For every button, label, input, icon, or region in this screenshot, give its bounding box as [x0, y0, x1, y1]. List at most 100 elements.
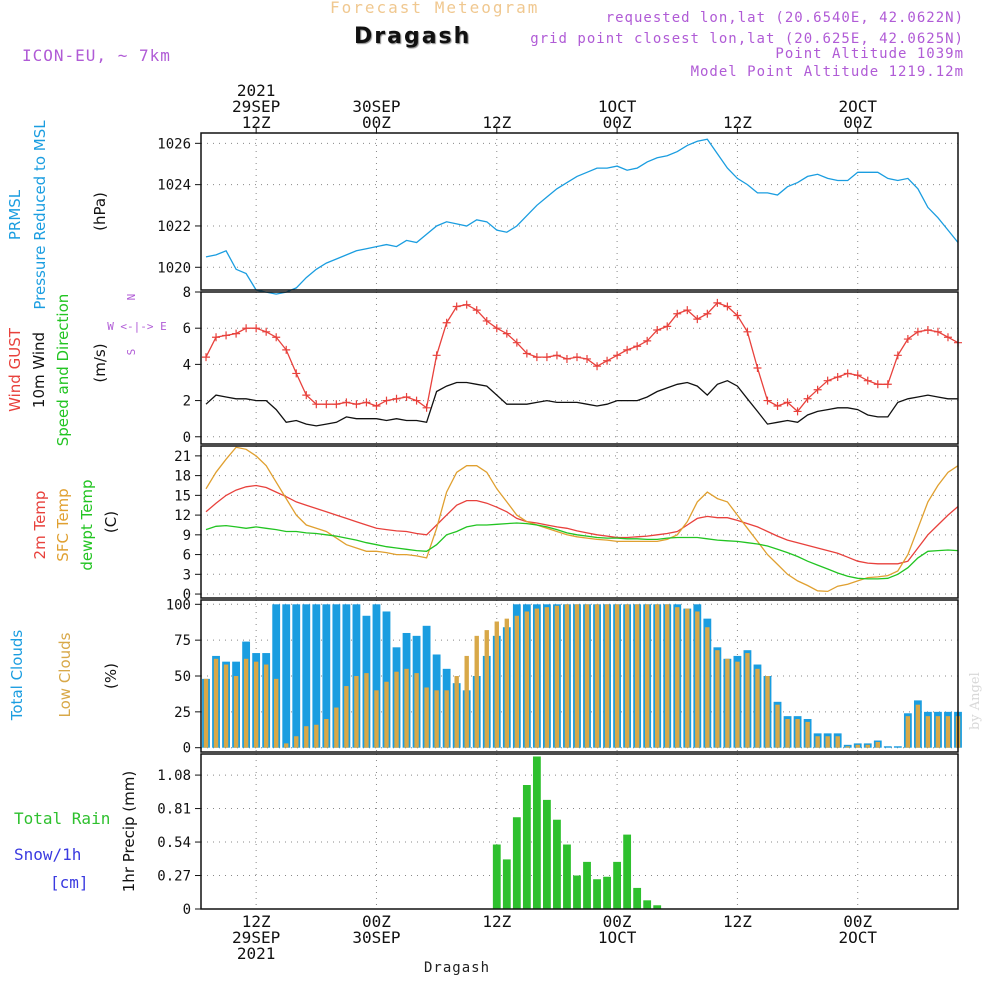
- low-clouds-bar: [655, 604, 660, 748]
- low-clouds-bar: [394, 671, 399, 748]
- gust-point-marker: [522, 349, 531, 358]
- time-label-bottom: 12Z: [723, 912, 752, 931]
- precip-bar: [643, 900, 652, 909]
- low-clouds-bar: [875, 741, 880, 748]
- model-label: ICON-EU, ~ 7km: [22, 46, 171, 65]
- wind-y-tick-label: 8: [183, 285, 191, 301]
- low-clouds-bar: [404, 668, 409, 748]
- low-clouds-bar: [213, 658, 219, 748]
- temp-unit-label: (C): [102, 511, 120, 533]
- gust-point-marker: [863, 376, 872, 385]
- wind-y-tick-label: 2: [183, 394, 191, 410]
- compass-west-east: W <-|-> E: [107, 320, 167, 333]
- gust-point-marker: [422, 403, 431, 412]
- gust-point-marker: [452, 302, 461, 311]
- low-clouds-bar: [514, 615, 520, 748]
- pressure-y-tick-label: 1026: [157, 136, 191, 152]
- low-clouds-bar: [905, 716, 911, 748]
- station-title: Dragash: [354, 24, 472, 49]
- gust-point-marker: [853, 371, 862, 380]
- low-clouds-bar: [805, 721, 810, 748]
- time-label-top: 30SEP: [352, 97, 400, 116]
- precip-bar: [633, 887, 642, 909]
- gust-point-marker: [242, 324, 251, 333]
- gust-point-marker: [262, 327, 271, 336]
- low-clouds-bar: [524, 611, 530, 748]
- gust-point-marker: [623, 345, 632, 354]
- low-clouds-bar: [695, 611, 700, 748]
- total-clouds-bar: [272, 604, 281, 748]
- total-clouds-bar: [422, 625, 431, 748]
- wind-unit-label: (m/s): [91, 343, 109, 382]
- gust-point-marker: [492, 324, 501, 333]
- total-clouds-label: Total Clouds: [8, 630, 26, 722]
- gust-point-marker: [673, 309, 682, 318]
- gust-point-marker: [913, 327, 922, 336]
- gust-point-marker: [272, 333, 281, 342]
- temperature-y-tick-label: 0: [183, 587, 191, 603]
- time-label-top: 00Z: [362, 113, 391, 132]
- gust-point-marker: [593, 362, 602, 371]
- gust-point-marker: [572, 353, 581, 362]
- temperature-y-tick-label: 9: [183, 528, 191, 544]
- low-clouds-bar: [233, 676, 239, 748]
- gust-point-marker: [202, 353, 211, 362]
- low-clouds-bar: [825, 736, 830, 748]
- gust-point-marker: [663, 322, 672, 331]
- low-clouds-bar: [354, 676, 359, 748]
- low-clouds-bar: [424, 687, 429, 748]
- precip-legend-total-rain: Total Rain: [14, 809, 110, 828]
- precip-bar: [543, 799, 551, 909]
- low-clouds-bar: [544, 607, 550, 748]
- t2m-series-line: [205, 484, 959, 565]
- point-altitude: Point Altitude 1039m: [775, 46, 964, 62]
- gust-point-marker: [793, 407, 802, 416]
- gust-point-marker: [562, 354, 571, 363]
- clouds-y-tick-label: 25: [174, 705, 191, 721]
- low-clouds-bar: [604, 604, 610, 748]
- gust-series-line: [205, 302, 959, 413]
- gust-point-marker: [292, 369, 301, 378]
- low-clouds-bar: [534, 608, 540, 748]
- low-clouds-bar: [334, 707, 339, 748]
- gust-point-marker: [532, 353, 541, 362]
- gust-point-marker: [813, 385, 822, 394]
- gust-point-marker: [923, 326, 932, 334]
- gust-point-marker: [302, 391, 311, 400]
- gust-point-marker: [552, 351, 561, 360]
- low-clouds-bar: [765, 676, 770, 748]
- wind-speed-direction-label: Speed and Direction: [54, 294, 72, 447]
- low-clouds-bar: [835, 736, 840, 748]
- time-label-bottom: 2021: [237, 944, 276, 963]
- grid-lonlat: grid point closest lon,lat (20.625E, 42.…: [530, 31, 964, 47]
- low-clouds-bar: [474, 635, 479, 748]
- low-clouds-bar: [253, 661, 259, 748]
- precip-y-tick-label: 0.54: [157, 835, 191, 851]
- low-clouds-bar: [665, 604, 670, 748]
- gust-point-marker: [743, 327, 752, 336]
- gust-point-marker: [332, 400, 341, 409]
- low-clouds-bar: [263, 664, 269, 748]
- low-clouds-bar: [735, 661, 740, 748]
- gust-point-marker: [653, 326, 662, 334]
- clouds-y-tick-label: 75: [174, 633, 191, 649]
- total-clouds-bar: [332, 604, 341, 748]
- gust-point-marker: [713, 298, 722, 307]
- temperature-y-tick-label: 15: [174, 488, 191, 504]
- model-point-altitude: Model Point Altitude 1219.12m: [690, 64, 964, 80]
- time-label-bottom: 30SEP: [352, 928, 400, 947]
- low-clouds-bar: [624, 604, 630, 748]
- wind10m-label: 10m Wind: [30, 332, 48, 408]
- precip-bar: [532, 756, 541, 909]
- time-label-bottom: 00Z: [603, 912, 632, 931]
- gust-point-marker: [703, 309, 712, 318]
- low-clouds-bar: [504, 618, 509, 748]
- precip-bar: [522, 785, 531, 909]
- time-label-top: 2021: [237, 81, 276, 100]
- low-clouds-bar: [494, 621, 499, 748]
- time-label-bottom: 29SEP: [232, 928, 280, 947]
- time-label-bottom: 12Z: [242, 912, 271, 931]
- precip-bar: [553, 819, 561, 909]
- gust-point-marker: [753, 364, 762, 372]
- low-clouds-bar: [675, 607, 680, 748]
